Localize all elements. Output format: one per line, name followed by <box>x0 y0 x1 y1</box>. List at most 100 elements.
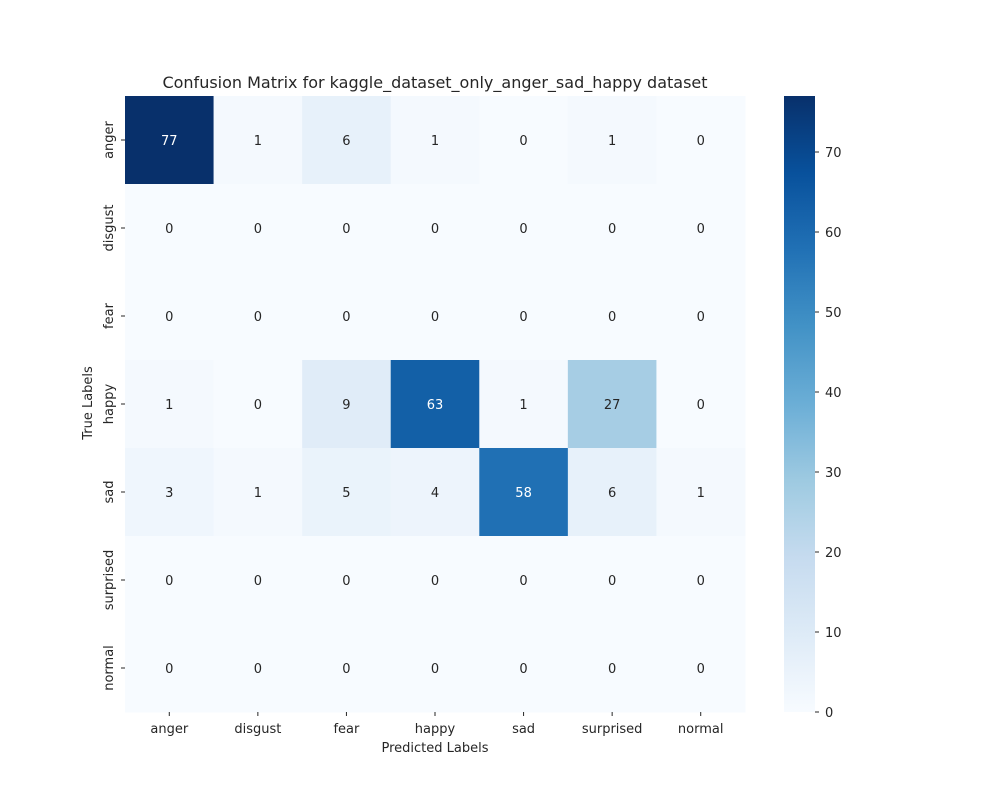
heatmap-cell <box>479 184 569 273</box>
x-tick-label: fear <box>333 722 360 737</box>
heatmap-cell <box>390 96 480 185</box>
x-tick-label: surprised <box>582 722 643 737</box>
cell-value-label: 0 <box>697 574 705 589</box>
heatmap-cell <box>479 448 569 537</box>
cell-value-label: 27 <box>604 398 621 413</box>
x-tick-label: happy <box>415 722 456 737</box>
heatmap-cell <box>302 184 392 273</box>
colorbar-tick-label: 20 <box>825 546 842 561</box>
heatmap-cell <box>390 360 480 449</box>
colorbar-tick-label: 10 <box>825 626 842 641</box>
heatmap-cell <box>567 360 657 449</box>
heatmap-cell <box>656 624 746 713</box>
cell-value-label: 0 <box>697 134 705 149</box>
heatmap-cell <box>567 448 657 537</box>
colorbar-tick-label: 70 <box>825 146 842 161</box>
colorbar-tick-label: 30 <box>825 466 842 481</box>
heatmap-cell <box>125 448 215 537</box>
cell-value-label: 0 <box>697 662 705 677</box>
cell-value-label: 0 <box>519 574 527 589</box>
heatmap-cell <box>125 360 215 449</box>
heatmap-cell <box>390 184 480 273</box>
heatmap-cell <box>302 624 392 713</box>
heatmap-cell <box>656 272 746 361</box>
heatmap-cell <box>479 96 569 185</box>
cell-value-label: 0 <box>254 398 262 413</box>
y-tick-label: surprised <box>102 550 117 611</box>
heatmap-cell <box>567 96 657 185</box>
heatmap-cell <box>390 272 480 361</box>
cell-value-label: 3 <box>165 486 173 501</box>
heatmap-cell <box>302 448 392 537</box>
x-tick-label: disgust <box>234 722 281 737</box>
colorbar-ticks: 0 10 20 30 40 50 60 70 <box>815 146 842 721</box>
heatmap-cell <box>656 536 746 625</box>
cell-value-label: 0 <box>165 574 173 589</box>
colorbar-tick-label: 40 <box>825 386 842 401</box>
cell-value-label: 0 <box>519 310 527 325</box>
cell-value-label: 0 <box>431 662 439 677</box>
cell-value-label: 6 <box>608 486 616 501</box>
cell-value-label: 0 <box>431 574 439 589</box>
cell-value-label: 5 <box>342 486 350 501</box>
heatmap-cell <box>567 536 657 625</box>
cell-value-label: 1 <box>254 486 262 501</box>
x-tick-label: normal <box>678 722 724 737</box>
cell-value-label: 0 <box>254 310 262 325</box>
cell-value-label: 63 <box>427 398 444 413</box>
heatmap-cell <box>656 360 746 449</box>
cell-value-label: 0 <box>165 310 173 325</box>
cell-value-label: 0 <box>608 310 616 325</box>
heatmap-cell <box>125 272 215 361</box>
cell-value-label: 4 <box>431 486 439 501</box>
heatmap-cell <box>567 624 657 713</box>
heatmap-cell <box>302 96 392 185</box>
heatmap-cell <box>125 184 215 273</box>
heatmap-cell <box>567 184 657 273</box>
cell-value-label: 0 <box>165 662 173 677</box>
cell-value-label: 0 <box>254 662 262 677</box>
heatmap-cell <box>390 448 480 537</box>
cell-value-label: 6 <box>342 134 350 149</box>
heatmap-cell <box>656 96 746 185</box>
cell-value-label: 0 <box>342 222 350 237</box>
cell-value-label: 0 <box>519 134 527 149</box>
heatmap-cell <box>125 624 215 713</box>
x-axis-ticks: anger disgust fear happy sad surprised normal <box>150 712 723 737</box>
colorbar-tick-label: 50 <box>825 306 842 321</box>
cell-value-label: 1 <box>608 134 616 149</box>
cell-annotations: 77 1 6 1 0 1 0 0 0 0 0 0 0 0 0 0 0 0 0 0 0 1 0 9 63 1 27 0 3 1 5 4 58 6 1 0… <box>161 134 705 677</box>
heatmap-cell <box>213 360 303 449</box>
heatmap-cell <box>479 624 569 713</box>
x-tick-label: anger <box>150 722 188 737</box>
heatmap-cell <box>656 448 746 537</box>
cell-value-label: 0 <box>697 222 705 237</box>
y-tick-label: fear <box>102 302 117 329</box>
cell-value-label: 0 <box>519 222 527 237</box>
y-axis-label: True Labels <box>81 366 96 441</box>
heatmap-cell <box>125 536 215 625</box>
cell-value-label: 0 <box>697 310 705 325</box>
heatmap-cells <box>125 96 746 713</box>
cell-value-label: 1 <box>165 398 173 413</box>
cell-value-label: 0 <box>431 222 439 237</box>
heatmap-cell <box>302 536 392 625</box>
heatmap-cell <box>390 536 480 625</box>
x-tick-label: sad <box>512 722 535 737</box>
heatmap-cell <box>656 184 746 273</box>
cell-value-label: 1 <box>431 134 439 149</box>
cell-value-label: 77 <box>161 134 178 149</box>
cell-value-label: 58 <box>515 486 532 501</box>
cell-value-label: 1 <box>254 134 262 149</box>
cell-value-label: 0 <box>254 222 262 237</box>
colorbar-tick-label: 0 <box>825 706 833 721</box>
y-tick-label: normal <box>102 645 117 691</box>
cell-value-label: 0 <box>697 398 705 413</box>
heatmap-cell <box>390 624 480 713</box>
heatmap-cell <box>125 96 215 185</box>
x-axis-label: Predicted Labels <box>381 741 488 756</box>
cell-value-label: 0 <box>519 662 527 677</box>
heatmap-cell <box>479 360 569 449</box>
cell-value-label: 9 <box>342 398 350 413</box>
